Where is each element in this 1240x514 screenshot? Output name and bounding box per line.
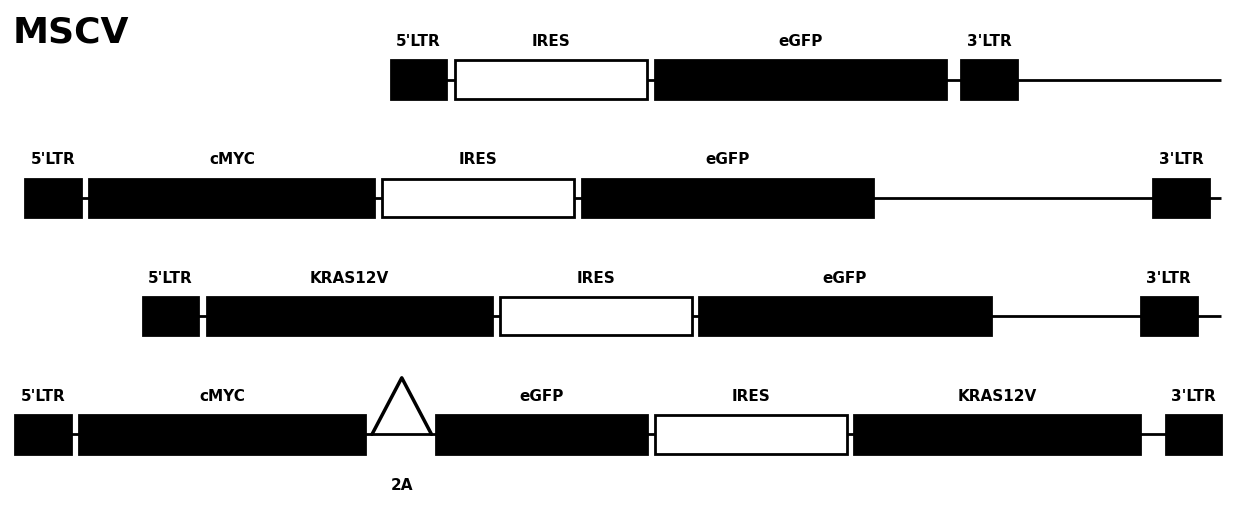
Bar bbox=[1141, 297, 1197, 335]
Bar bbox=[699, 297, 991, 335]
Text: KRAS12V: KRAS12V bbox=[957, 389, 1037, 404]
Bar bbox=[436, 415, 647, 454]
Text: 3'LTR: 3'LTR bbox=[1146, 270, 1192, 286]
Bar bbox=[391, 61, 446, 99]
Bar bbox=[1153, 179, 1209, 217]
Bar bbox=[1166, 415, 1221, 454]
Bar bbox=[455, 61, 647, 99]
Bar bbox=[207, 297, 492, 335]
Text: cMYC: cMYC bbox=[210, 152, 254, 168]
Bar bbox=[382, 179, 574, 217]
Text: IRES: IRES bbox=[577, 270, 615, 286]
Text: 5'LTR: 5'LTR bbox=[30, 152, 76, 168]
Text: eGFP: eGFP bbox=[779, 34, 822, 49]
Bar bbox=[655, 415, 847, 454]
Text: IRES: IRES bbox=[532, 34, 570, 49]
Text: MSCV: MSCV bbox=[12, 15, 129, 49]
Text: IRES: IRES bbox=[459, 152, 497, 168]
Bar bbox=[655, 61, 946, 99]
Bar bbox=[15, 415, 71, 454]
Text: 5'LTR: 5'LTR bbox=[20, 389, 66, 404]
Bar bbox=[582, 179, 873, 217]
Text: eGFP: eGFP bbox=[706, 152, 749, 168]
Bar bbox=[500, 297, 692, 335]
Text: IRES: IRES bbox=[732, 389, 770, 404]
Bar bbox=[89, 179, 374, 217]
Text: cMYC: cMYC bbox=[200, 389, 244, 404]
Text: 5'LTR: 5'LTR bbox=[148, 270, 193, 286]
Bar bbox=[143, 297, 198, 335]
Text: 5'LTR: 5'LTR bbox=[396, 34, 441, 49]
Bar bbox=[854, 415, 1140, 454]
Text: 3'LTR: 3'LTR bbox=[1158, 152, 1204, 168]
Text: 3'LTR: 3'LTR bbox=[1171, 389, 1216, 404]
Text: KRAS12V: KRAS12V bbox=[310, 270, 389, 286]
Text: 2A: 2A bbox=[391, 478, 413, 493]
Text: eGFP: eGFP bbox=[520, 389, 564, 404]
Bar bbox=[79, 415, 365, 454]
Text: 3'LTR: 3'LTR bbox=[966, 34, 1012, 49]
Text: eGFP: eGFP bbox=[823, 270, 867, 286]
Bar bbox=[961, 61, 1017, 99]
Bar bbox=[25, 179, 81, 217]
